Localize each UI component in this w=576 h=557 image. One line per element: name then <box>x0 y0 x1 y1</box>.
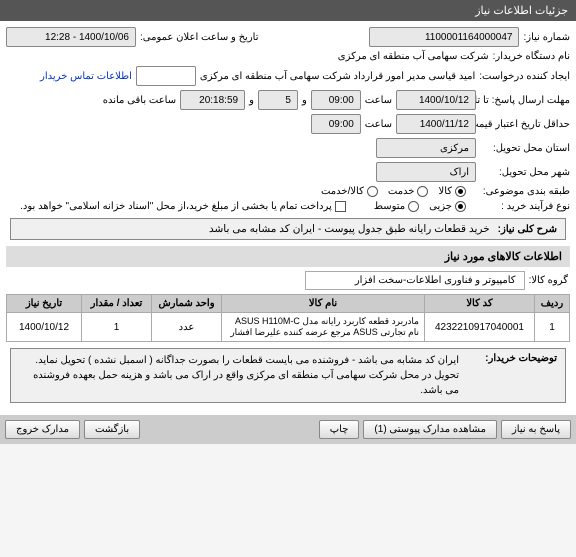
footer-bar: پاسخ به نیاز مشاهده مدارک پیوستی (1) چاپ… <box>0 415 576 444</box>
classification-label: طبقه بندی موضوعی: <box>470 186 570 197</box>
cell-name: مادربرد قطعه کاربرد رایانه مدل ASUS H110… <box>222 313 425 342</box>
contact-link[interactable]: اطلاعات تماس خریدار <box>40 71 132 82</box>
buyer-label: نام دستگاه خریدار: <box>493 51 570 62</box>
need-number-value: 1100001164000047 <box>369 27 519 47</box>
table-header-row: ردیف کد کالا نام کالا واحد شمارش تعداد /… <box>7 295 570 313</box>
table-row: 1 4232210917040001 مادربرد قطعه کاربرد ر… <box>7 313 570 342</box>
buyer-notes-label: توضیحات خریدار: <box>467 353 557 398</box>
radio-partial[interactable]: جزیی <box>429 201 466 212</box>
announce-label: تاریخ و ساعت اعلان عمومی: <box>140 32 259 43</box>
cell-idx: 1 <box>535 313 570 342</box>
remain-and2: و <box>249 95 254 106</box>
th-unit: واحد شمارش <box>152 295 222 313</box>
reply-button[interactable]: پاسخ به نیاز <box>501 420 571 439</box>
th-name: نام کالا <box>222 295 425 313</box>
payment-checkbox[interactable]: پرداخت تمام یا بخشی از مبلغ خرید،از محل … <box>20 201 346 212</box>
remain-days: 5 <box>258 90 298 110</box>
validity-time-label: ساعت <box>365 119 392 130</box>
province-value: مرکزی <box>376 138 476 158</box>
deadline-label: مهلت ارسال پاسخ: تا تاریخ: <box>480 95 570 106</box>
page-header: جزئیات اطلاعات نیاز <box>0 0 576 21</box>
cell-qty: 1 <box>82 313 152 342</box>
cell-code: 4232210917040001 <box>425 313 535 342</box>
deadline-date: 1400/10/12 <box>396 90 476 110</box>
buyer-value: شرکت سهامی آب منطقه ای مرکزی <box>338 51 489 62</box>
radio-both[interactable]: کالا/خدمت <box>321 186 378 197</box>
city-label: شهر محل تحویل: <box>480 167 570 178</box>
remain-timer: 20:18:59 <box>180 90 245 110</box>
radio-khadmat[interactable]: خدمت <box>388 186 429 197</box>
description-label: شرح کلی نیاز: <box>498 224 557 235</box>
th-qty: تعداد / مقدار <box>82 295 152 313</box>
goods-table: ردیف کد کالا نام کالا واحد شمارش تعداد /… <box>6 294 570 342</box>
radio-medium[interactable]: متوسط <box>374 201 419 212</box>
need-number-label: شماره نیاز: <box>523 32 570 43</box>
classification-radios: کالا خدمت کالا/خدمت <box>321 186 466 197</box>
creator-label: ایجاد کننده درخواست: <box>479 71 570 82</box>
header-title: جزئیات اطلاعات نیاز <box>475 5 568 17</box>
cell-unit: عدد <box>152 313 222 342</box>
process-label: نوع فرآیند خرید : <box>470 201 570 212</box>
process-radios: جزیی متوسط <box>374 201 466 212</box>
description-text: خرید قطعات رایانه طبق جدول پیوست - ایران… <box>209 223 490 235</box>
validity-time: 09:00 <box>311 114 361 134</box>
buyer-notes-text: ایران کد مشابه می باشد - فروشنده می بایس… <box>19 353 459 398</box>
cell-date: 1400/10/12 <box>7 313 82 342</box>
remain-and: و <box>302 95 307 106</box>
validity-date: 1400/11/12 <box>396 114 476 134</box>
print-button[interactable]: چاپ <box>319 420 360 439</box>
deadline-time-label: ساعت <box>365 95 392 106</box>
remain-suffix: ساعت باقی مانده <box>103 95 176 106</box>
back-button[interactable]: بازگشت <box>84 420 140 439</box>
description-box: شرح کلی نیاز: خرید قطعات رایانه طبق جدول… <box>10 218 566 240</box>
creator-extra-field <box>136 66 196 86</box>
th-date: تاریخ نیاز <box>7 295 82 313</box>
payment-checkbox-text: پرداخت تمام یا بخشی از مبلغ خرید،از محل … <box>20 201 332 212</box>
attachments-button[interactable]: مشاهده مدارک پیوستی (1) <box>363 420 497 439</box>
validity-label: حداقل تاریخ اعتبار قیمت: تا تاریخ: <box>480 119 570 130</box>
group-label: گروه کالا: <box>529 275 568 286</box>
buyer-notes-box: توضیحات خریدار: ایران کد مشابه می باشد -… <box>10 348 566 403</box>
province-label: استان محل تحویل: <box>480 143 570 154</box>
radio-kala[interactable]: کالا <box>438 186 466 197</box>
form-area: شماره نیاز: 1100001164000047 تاریخ و ساع… <box>0 21 576 415</box>
announce-value: 1400/10/06 - 12:28 <box>6 27 136 47</box>
th-idx: ردیف <box>535 295 570 313</box>
th-code: کد کالا <box>425 295 535 313</box>
group-value: کامپیوتر و فناوری اطلاعات-سخت افزار <box>305 271 525 290</box>
history-button[interactable]: مدارک خروج <box>5 420 80 439</box>
creator-value: امید قیاسی مدیر امور قرارداد شرکت سهامی … <box>200 71 475 82</box>
deadline-time: 09:00 <box>311 90 361 110</box>
city-value: اراک <box>376 162 476 182</box>
goods-section-title: اطلاعات کالاهای مورد نیاز <box>6 246 570 267</box>
